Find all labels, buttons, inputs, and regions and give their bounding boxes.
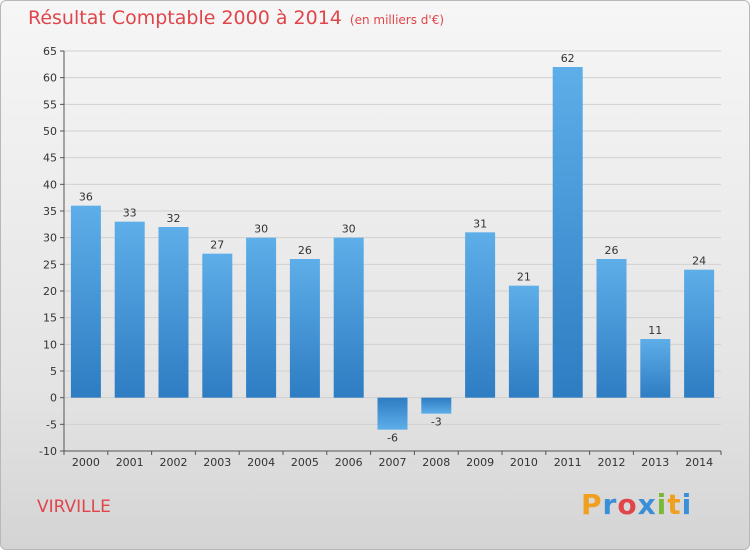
value-label-2011: 62 (561, 52, 575, 65)
title-block: Résultat Comptable 2000 à 2014 (en millie… (28, 7, 444, 29)
y-tick-label: 30 (43, 232, 57, 245)
x-tick-label-2013: 2013 (641, 456, 669, 469)
y-tick-label: 10 (43, 338, 57, 351)
y-tick-label: 5 (50, 365, 57, 378)
x-tick-label-2014: 2014 (685, 456, 713, 469)
y-tick-label: 35 (43, 205, 57, 218)
value-label-2001: 33 (123, 207, 137, 220)
bar-2014 (684, 269, 715, 398)
x-tick-label-2010: 2010 (510, 456, 538, 469)
x-tick-label-2008: 2008 (422, 456, 450, 469)
x-tick-label-2009: 2009 (466, 456, 494, 469)
y-tick-label: 20 (43, 285, 57, 298)
x-tick-label-2012: 2012 (598, 456, 626, 469)
proxiti-logo: Proxiti (581, 488, 692, 521)
x-tick-label-2000: 2000 (72, 456, 100, 469)
bar-2002 (158, 227, 189, 398)
bar-2007 (377, 397, 408, 430)
y-tick-label: 25 (43, 258, 57, 271)
y-tick-label: -10 (39, 445, 57, 458)
value-label-2014: 24 (692, 255, 706, 268)
y-tick-label: 0 (50, 392, 57, 405)
logo-letter: t (667, 488, 682, 521)
value-label-2009: 31 (473, 217, 487, 230)
bar-2008 (421, 397, 452, 414)
bar-2000 (70, 205, 101, 398)
x-tick-label-2004: 2004 (247, 456, 275, 469)
logo-letter: i (681, 488, 693, 521)
bar-2012 (596, 259, 627, 398)
y-tick-label: 45 (43, 152, 57, 165)
bar-2010 (508, 285, 539, 398)
y-tick-label: 15 (43, 312, 57, 325)
logo-letter: x (637, 488, 657, 521)
y-tick-label: -5 (46, 418, 57, 431)
y-tick-label: 50 (43, 125, 57, 138)
y-tick-label: 55 (43, 98, 57, 111)
value-label-2003: 27 (210, 239, 224, 252)
value-label-2004: 30 (254, 223, 268, 236)
bar-2009 (465, 232, 496, 398)
x-tick-label-2005: 2005 (291, 456, 319, 469)
bar-2001 (114, 221, 145, 398)
x-tick-label-2006: 2006 (335, 456, 363, 469)
commune-name: VIRVILLE (37, 497, 111, 517)
y-tick-label: 65 (43, 45, 57, 58)
axis-layer: -10 -5 0 5 10 15 20 25 30 35 40 45 50 55 60 65 2000 2001 2… (39, 45, 722, 469)
bar-2003 (202, 253, 233, 398)
label-layer: 36 33 32 27 30 26 30 -6 -3 31 21 62 26 11 24 (79, 52, 706, 445)
logo-letter: o (617, 488, 638, 521)
value-label-2005: 26 (298, 244, 312, 257)
value-label-2006: 30 (342, 223, 356, 236)
bar-2006 (333, 237, 364, 398)
chart-subtitle: (en milliers d'€) (349, 13, 445, 27)
logo-letter: i (656, 488, 668, 521)
chart-title: Résultat Comptable 2000 à 2014 (28, 7, 342, 29)
logo-letter: P (581, 488, 603, 521)
value-label-2008: -3 (431, 416, 442, 429)
x-tick-label-2007: 2007 (379, 456, 407, 469)
bar-2004 (246, 237, 277, 398)
x-tick-label-2002: 2002 (160, 456, 188, 469)
logo-letter: r (602, 488, 618, 521)
bar-2011 (552, 67, 583, 398)
value-label-2010: 21 (517, 271, 531, 284)
bar-2013 (640, 339, 671, 398)
value-label-2012: 26 (605, 244, 619, 257)
bar-2005 (289, 259, 320, 398)
y-tick-label: 60 (43, 72, 57, 85)
y-tick-label: 40 (43, 178, 57, 191)
x-tick-label-2003: 2003 (203, 456, 231, 469)
value-label-2000: 36 (79, 191, 93, 204)
x-tick-label-2011: 2011 (554, 456, 582, 469)
value-label-2002: 32 (167, 212, 181, 225)
value-label-2007: -6 (387, 432, 398, 445)
value-label-2013: 11 (648, 324, 662, 337)
x-tick-label-2001: 2001 (116, 456, 144, 469)
bar-layer (70, 67, 715, 430)
